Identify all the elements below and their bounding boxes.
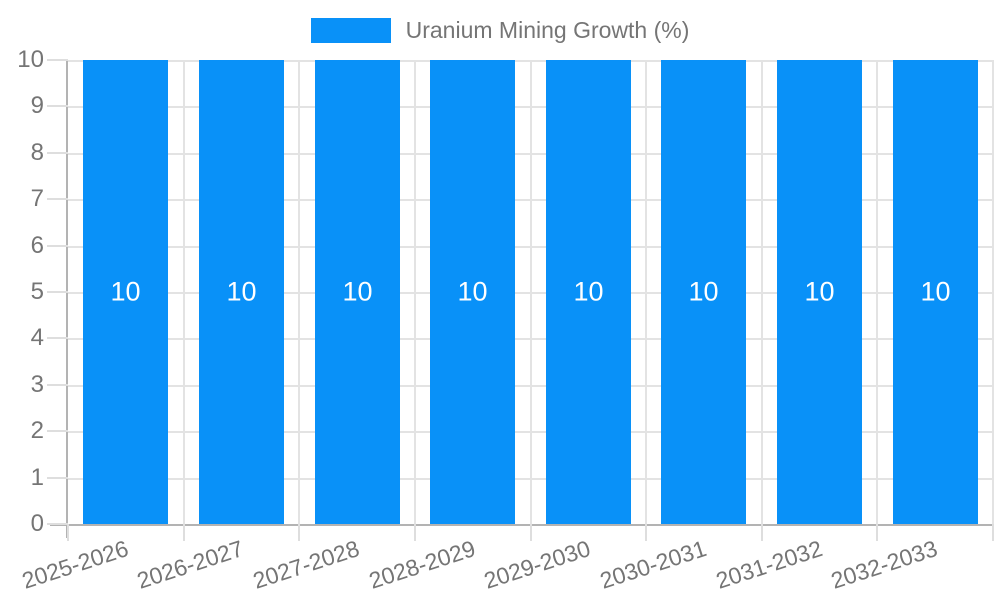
y-tick-mark <box>47 337 68 339</box>
bar-value-label: 10 <box>573 276 604 307</box>
bar[interactable]: 10 <box>315 60 400 524</box>
x-axis-labels: 2025-2026 2026-2027 2027-2028 2028-2029 2029… <box>19 524 993 600</box>
y-tick-mark <box>47 430 68 432</box>
bar[interactable]: 10 <box>430 60 515 524</box>
bar[interactable]: 10 <box>199 60 284 524</box>
y-tick-label: 8 <box>30 139 44 166</box>
y-tick-mark <box>47 523 68 525</box>
y-tick-mark <box>47 384 68 386</box>
gridline-vertical <box>530 60 532 524</box>
bar[interactable]: 10 <box>777 60 862 524</box>
bar-value-label: 10 <box>920 276 951 307</box>
y-tick-label: 4 <box>30 324 44 351</box>
y-tick-mark <box>47 291 68 293</box>
chart-legend[interactable]: Uranium Mining Growth (%) <box>0 17 1000 44</box>
y-tick-mark <box>47 105 68 107</box>
gridline-vertical <box>298 60 300 524</box>
x-tick-label: 2029-2030 <box>480 535 594 594</box>
legend-label: Uranium Mining Growth (%) <box>405 17 690 43</box>
gridline-vertical <box>992 60 994 524</box>
x-tick-label: 2030-2031 <box>596 535 710 594</box>
gridline-vertical <box>761 60 763 524</box>
y-tick-label: 7 <box>30 185 44 212</box>
x-tick-label: 2027-2028 <box>249 535 363 594</box>
x-tick-label: 2032-2033 <box>827 535 941 594</box>
plot-area: 10 10 10 10 10 10 10 10 <box>68 60 994 524</box>
bar-value-label: 10 <box>226 276 257 307</box>
y-tick-label: 10 <box>17 46 44 73</box>
y-axis-labels: 0 1 2 3 4 5 6 7 8 9 10 <box>0 48 44 536</box>
gridline-vertical <box>183 60 185 524</box>
y-tick-mark <box>47 59 68 61</box>
bar[interactable]: 10 <box>661 60 746 524</box>
bar-value-label: 10 <box>804 276 835 307</box>
legend-swatch <box>310 18 391 43</box>
gridline-vertical <box>414 60 416 524</box>
bar-value-label: 10 <box>688 276 719 307</box>
bar[interactable]: 10 <box>893 60 978 524</box>
gridline-vertical <box>645 60 647 524</box>
y-tick-label: 3 <box>30 371 44 398</box>
x-tick-label: 2026-2027 <box>133 535 247 594</box>
y-tick-label: 9 <box>30 92 44 119</box>
bar-value-label: 10 <box>110 276 141 307</box>
y-tick-mark <box>47 198 68 200</box>
x-tick-label: 2031-2032 <box>712 535 826 594</box>
bar[interactable]: 10 <box>83 60 168 524</box>
y-tick-mark <box>47 477 68 479</box>
y-tick-label: 2 <box>30 417 44 444</box>
y-tick-mark <box>47 152 68 154</box>
bar-value-label: 10 <box>342 276 373 307</box>
gridline-vertical <box>876 60 878 524</box>
y-tick-label: 5 <box>30 278 44 305</box>
y-tick-label: 1 <box>30 464 44 491</box>
x-tick-label: 2025-2026 <box>18 535 132 594</box>
x-tick-label: 2028-2029 <box>365 535 479 594</box>
bar[interactable]: 10 <box>546 60 631 524</box>
y-tick-label: 6 <box>30 232 44 259</box>
bar-value-label: 10 <box>457 276 488 307</box>
y-tick-mark <box>47 245 68 247</box>
y-tick-label: 0 <box>30 510 44 537</box>
